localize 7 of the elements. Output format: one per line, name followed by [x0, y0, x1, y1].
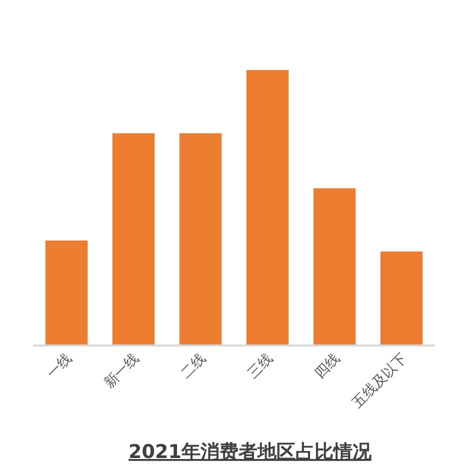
x-tick-label: 四线: [312, 350, 344, 382]
x-tick-label: 三线: [245, 350, 276, 382]
x-tick-label: 五线及以下: [350, 350, 410, 412]
text: 2021年消费者地区占比情况: [128, 441, 372, 463]
x-tick-label: 新一线: [101, 350, 142, 392]
x-tick-label: 二线: [178, 350, 210, 382]
x-tick-label: 一线: [44, 350, 76, 382]
